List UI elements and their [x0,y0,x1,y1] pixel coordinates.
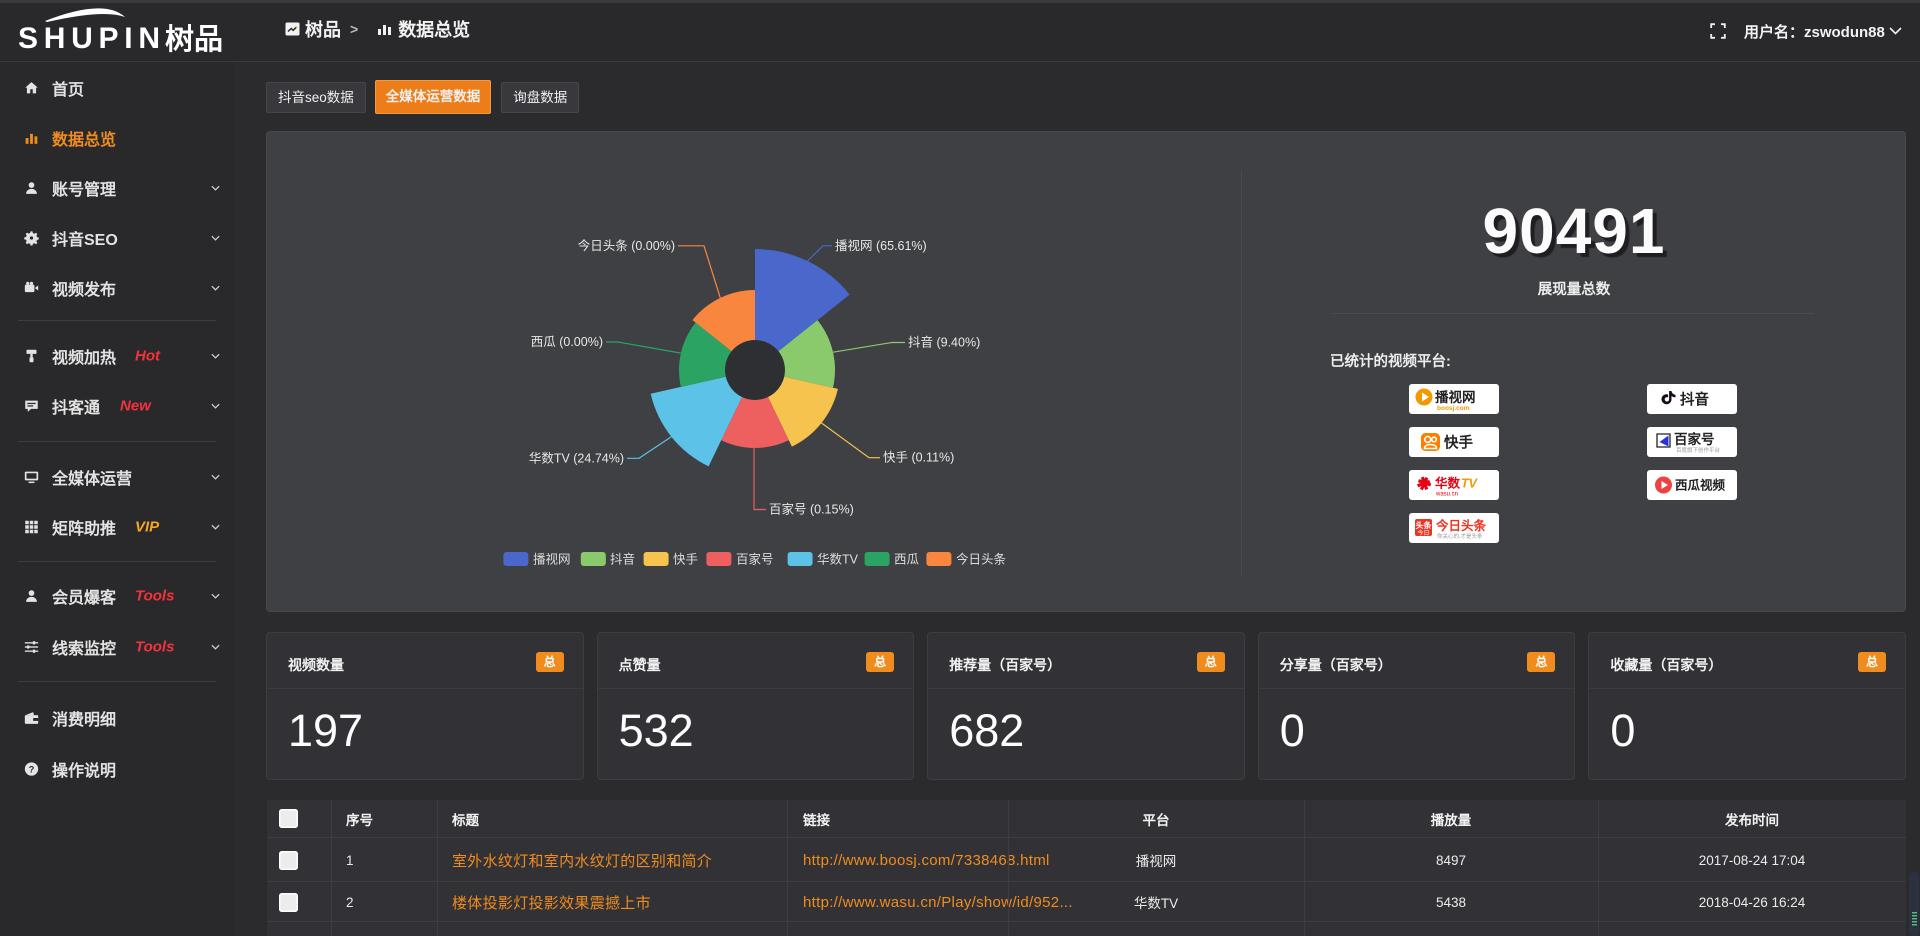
svg-text:百度旗下创作平台: 百度旗下创作平台 [1676,446,1721,454]
svg-text:今日: 今日 [1417,529,1429,537]
svg-text:华数TV (24.74%): 华数TV (24.74%) [529,450,624,465]
svg-text:百家号: 百家号 [736,552,774,567]
svg-text:TV: TV [1461,477,1479,491]
svg-text:西瓜视频: 西瓜视频 [1675,478,1726,493]
svg-text:今日头条: 今日头条 [1435,518,1487,533]
svg-text:播视网: 播视网 [1435,389,1476,405]
svg-text:播视网: 播视网 [533,552,571,567]
svg-text:boosj.com: boosj.com [1437,405,1470,412]
svg-text:SHUPIN: SHUPIN [18,22,161,55]
svg-text:西瓜: 西瓜 [894,553,920,567]
svg-text:快手 (0.11%): 快手 (0.11%) [883,451,954,465]
svg-text:wasu.cn: wasu.cn [1435,492,1458,498]
svg-text:快手: 快手 [1444,434,1473,452]
svg-text:今日头条: 今日头条 [956,552,1007,567]
svg-text:华数: 华数 [1435,476,1461,491]
svg-text:百家号 (0.15%): 百家号 (0.15%) [769,502,854,517]
svg-text:快手: 快手 [673,553,698,567]
svg-text:今日头条 (0.00%): 今日头条 (0.00%) [578,238,675,253]
svg-text:播视网 (65.61%): 播视网 (65.61%) [835,238,927,253]
svg-text:抖音: 抖音 [1680,391,1709,409]
svg-text:华数TV: 华数TV [817,552,859,567]
svg-text:西瓜 (0.00%): 西瓜 (0.00%) [531,335,603,349]
svg-text:你关心的,才是头条: 你关心的,才是头条 [1437,532,1483,540]
svg-text:?: ? [29,764,35,774]
svg-text:头条: 头条 [1416,520,1433,530]
svg-text:抖音: 抖音 [610,552,635,567]
svg-text:百家号: 百家号 [1674,431,1715,447]
svg-text:抖音 (9.40%): 抖音 (9.40%) [908,335,980,350]
svg-text:树品: 树品 [165,23,223,56]
